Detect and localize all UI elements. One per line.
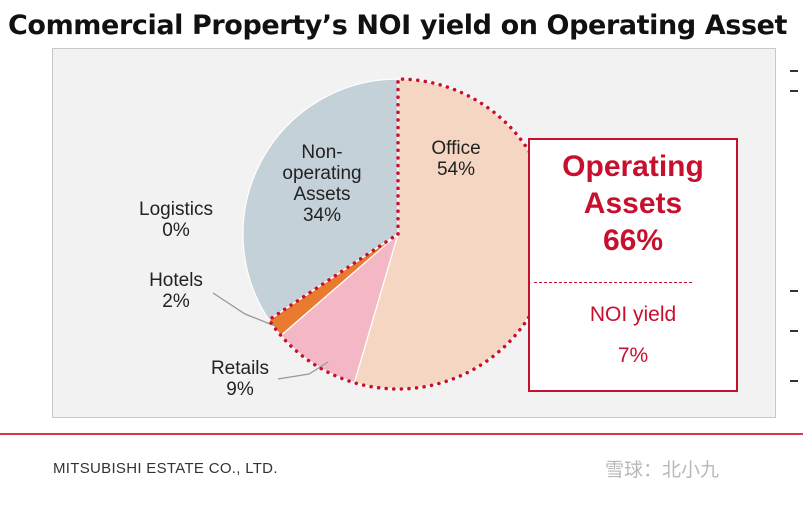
slice-label-hotels: Hotels 2% xyxy=(149,270,203,312)
noi-yield-value: 7% xyxy=(617,344,649,367)
slice-label-non-operating-assets: Non-operating Assets 34% xyxy=(282,142,361,226)
callout-title: Operating Assets 66% xyxy=(530,148,736,259)
callout-title-line: Operating xyxy=(562,150,704,183)
leader-line-hotels xyxy=(212,292,276,327)
pie-slice-non-operating-assets xyxy=(242,78,399,321)
callout-title-line: 66% xyxy=(602,224,664,257)
callout-divider xyxy=(534,282,692,283)
company-name: MITSUBISHI ESTATE CO., LTD. xyxy=(53,460,278,477)
leader-line-retails xyxy=(277,361,329,380)
slice-label-logistics: Logistics 0% xyxy=(139,199,213,241)
slice-label-office: Office 54% xyxy=(431,138,480,180)
right-edge-fragment xyxy=(790,60,803,420)
slice-label-retails: Retails 9% xyxy=(211,358,269,400)
callout-title-line: Assets xyxy=(583,187,683,220)
noi-yield-label: NOI yield xyxy=(589,303,677,326)
footer-divider xyxy=(0,433,803,435)
chart-title: Commercial Property’s NOI yield on Opera… xyxy=(8,10,788,41)
watermark: 雪球：北小九 xyxy=(605,460,720,481)
operating-assets-callout: Operating Assets 66% NOI yield 7% xyxy=(528,138,738,392)
